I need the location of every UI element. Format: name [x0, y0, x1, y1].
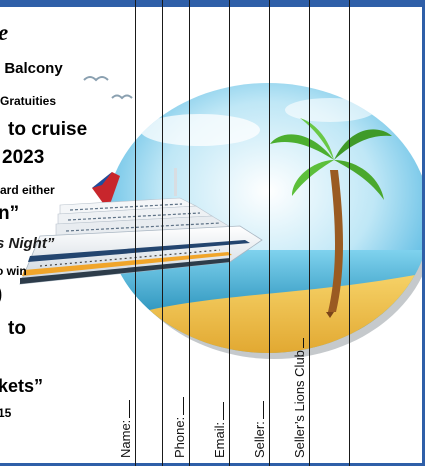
seagull-icon	[111, 94, 133, 100]
stub-email-field[interactable]: Email:	[212, 401, 227, 458]
stub-seller-club-field[interactable]: Seller’s Lions Club	[292, 338, 307, 458]
flyer-to-line: to	[8, 318, 26, 339]
top-border	[0, 0, 425, 7]
palm-tree-icon	[270, 118, 392, 318]
bottom-border	[0, 463, 425, 466]
stub-line	[135, 0, 136, 466]
seagull-icon	[83, 76, 109, 82]
flyer-number-line: 15	[0, 406, 12, 420]
flyer-award-line: ard either	[0, 183, 55, 197]
flyer-gratuities-line: Gratuities	[0, 94, 57, 108]
stub-line	[162, 0, 163, 466]
flyer-year-line: 2023	[2, 147, 45, 168]
stub-line	[189, 0, 190, 466]
right-border	[422, 0, 425, 466]
stub-line	[229, 0, 230, 466]
flyer-tickets-line: kets”	[0, 376, 44, 396]
flyer-cruise-line: to cruise	[8, 119, 88, 140]
flyer-title: e	[0, 20, 8, 46]
cruise-ship-icon	[19, 168, 263, 285]
stub-line	[309, 0, 310, 466]
flyer-night-line: s Night”	[0, 235, 55, 252]
stub-line	[349, 0, 350, 466]
flyer-quote-line: n”	[0, 203, 20, 224]
stub-name-field[interactable]: Name:	[118, 399, 133, 458]
stub-seller-field[interactable]: Seller:	[252, 401, 267, 458]
stub-phone-field[interactable]: Phone:	[172, 396, 187, 458]
flyer-to-win-line: o win	[0, 264, 27, 278]
stub-line	[269, 0, 270, 466]
flyer-room-line: / Balcony	[0, 60, 63, 77]
flyer-paren-line: )	[0, 284, 2, 306]
